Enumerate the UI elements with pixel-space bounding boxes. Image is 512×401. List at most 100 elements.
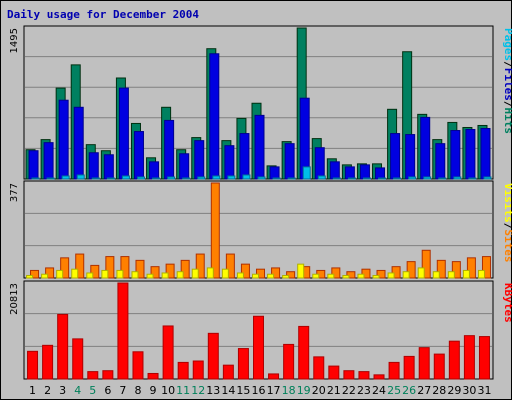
bar-files-day-6 bbox=[103, 154, 114, 180]
bar-pages-day-25 bbox=[393, 177, 402, 180]
bar-sites-day-23 bbox=[361, 268, 371, 279]
day-label-17: 17 bbox=[267, 384, 281, 397]
bar-visits-day-15 bbox=[236, 272, 244, 279]
bar-sites-day-8 bbox=[135, 259, 145, 279]
bar-files-day-18 bbox=[284, 143, 295, 180]
day-label-4: 4 bbox=[74, 384, 81, 397]
day-label-16: 16 bbox=[252, 384, 266, 397]
bar-kbytes-day-11 bbox=[177, 361, 189, 380]
day-label-8: 8 bbox=[134, 384, 141, 397]
bar-visits-day-4 bbox=[71, 268, 79, 279]
bar-pages-day-6 bbox=[106, 177, 115, 180]
bar-kbytes-day-8 bbox=[132, 351, 144, 380]
bar-files-day-29 bbox=[450, 130, 461, 180]
bar-files-day-28 bbox=[435, 143, 446, 180]
bar-pages-day-17 bbox=[272, 177, 281, 180]
bar-pages-day-3 bbox=[61, 175, 70, 180]
bar-kbytes-day-18 bbox=[283, 343, 295, 380]
bar-files-day-5 bbox=[88, 152, 99, 180]
day-label-22: 22 bbox=[342, 384, 356, 397]
day-label-31: 31 bbox=[477, 384, 491, 397]
bar-visits-day-3 bbox=[56, 269, 64, 279]
bar-sites-day-29 bbox=[451, 261, 461, 279]
bar-kbytes-day-6 bbox=[102, 370, 114, 380]
bar-pages-day-19 bbox=[302, 166, 311, 180]
legend-separator: / bbox=[502, 101, 512, 108]
legend-item-kbytes: KBytes bbox=[502, 283, 512, 323]
bar-visits-day-10 bbox=[161, 272, 169, 279]
bar-kbytes-day-4 bbox=[72, 338, 84, 380]
bar-kbytes-day-16 bbox=[253, 315, 264, 380]
day-label-5: 5 bbox=[89, 384, 96, 397]
bar-pages-day-2 bbox=[46, 177, 55, 180]
bar-visits-day-21 bbox=[327, 273, 335, 279]
bar-pages-day-9 bbox=[152, 177, 161, 180]
bar-sites-day-11 bbox=[180, 259, 190, 279]
day-label-9: 9 bbox=[150, 384, 157, 397]
legend-kbytes: KBytes bbox=[502, 283, 512, 323]
legend-item-sites: Sites bbox=[502, 229, 512, 262]
bar-files-day-15 bbox=[239, 133, 250, 180]
day-label-27: 27 bbox=[417, 384, 431, 397]
bar-sites-day-6 bbox=[105, 256, 115, 279]
bar-sites-day-13 bbox=[210, 182, 220, 279]
bar-pages-day-4 bbox=[76, 174, 85, 180]
bar-files-day-7 bbox=[118, 87, 129, 180]
bar-kbytes-day-30 bbox=[463, 335, 475, 380]
legend-visits-sites: Visits/Sites bbox=[502, 183, 512, 263]
bar-sites-day-30 bbox=[466, 257, 476, 279]
bar-pages-day-7 bbox=[121, 175, 130, 180]
bar-kbytes-day-7 bbox=[117, 282, 129, 380]
bar-files-day-23 bbox=[359, 164, 370, 180]
bar-visits-day-17 bbox=[267, 273, 275, 279]
bar-visits-day-25 bbox=[387, 272, 395, 279]
bar-kbytes-day-31 bbox=[478, 336, 490, 380]
bar-files-day-16 bbox=[254, 114, 265, 180]
bar-kbytes-day-24 bbox=[373, 374, 385, 380]
legend-hits-files-pages: Pages/Files/Hits bbox=[502, 28, 512, 134]
bar-pages-day-13 bbox=[212, 175, 221, 180]
bar-kbytes-day-26 bbox=[403, 355, 415, 380]
bar-kbytes-day-25 bbox=[388, 361, 400, 380]
bar-visits-day-16 bbox=[252, 273, 259, 279]
bar-kbytes-day-14 bbox=[222, 364, 234, 380]
legend-separator: / bbox=[502, 61, 512, 68]
bar-sites-day-1 bbox=[30, 269, 40, 279]
bar-kbytes-day-17 bbox=[268, 373, 280, 380]
bar-kbytes-day-12 bbox=[192, 360, 204, 380]
bar-files-day-20 bbox=[314, 147, 325, 180]
panel-visits-sites: 377 Visits/Sites bbox=[9, 180, 512, 279]
bar-sites-day-2 bbox=[45, 267, 55, 279]
day-label-28: 28 bbox=[432, 384, 446, 397]
bar-kbytes-day-28 bbox=[433, 353, 445, 380]
day-label-18: 18 bbox=[282, 384, 296, 397]
legend-item-hits: Hits bbox=[502, 108, 512, 135]
bar-sites-day-27 bbox=[421, 249, 431, 279]
bar-kbytes-day-19 bbox=[298, 325, 310, 380]
bar-files-day-21 bbox=[329, 161, 340, 180]
bar-visits-day-1 bbox=[26, 274, 34, 279]
bar-kbytes-day-20 bbox=[313, 356, 325, 380]
bar-files-day-24 bbox=[375, 167, 386, 180]
bar-kbytes-day-9 bbox=[147, 372, 159, 380]
bar-visits-day-18 bbox=[282, 274, 290, 279]
bar-visits-day-22 bbox=[342, 274, 350, 279]
chart-title: Daily usage for December 2004 bbox=[7, 8, 199, 21]
bar-kbytes-day-15 bbox=[237, 348, 249, 380]
bar-visits-day-31 bbox=[477, 269, 485, 279]
day-label-6: 6 bbox=[104, 384, 111, 397]
bar-files-day-10 bbox=[164, 119, 175, 180]
bar-pages-day-26 bbox=[408, 176, 417, 180]
bar-pages-day-27 bbox=[423, 176, 432, 180]
bar-sites-day-22 bbox=[346, 271, 356, 279]
bar-files-day-12 bbox=[194, 140, 205, 180]
bar-visits-day-24 bbox=[372, 274, 380, 279]
bar-pages-day-18 bbox=[287, 177, 296, 180]
bar-sites-day-15 bbox=[240, 263, 250, 279]
bar-sites-day-16 bbox=[256, 268, 265, 279]
panel-kbytes: 20813 KBytes bbox=[9, 280, 512, 380]
bar-kbytes-day-10 bbox=[162, 325, 174, 380]
bar-pages-day-21 bbox=[332, 177, 341, 180]
